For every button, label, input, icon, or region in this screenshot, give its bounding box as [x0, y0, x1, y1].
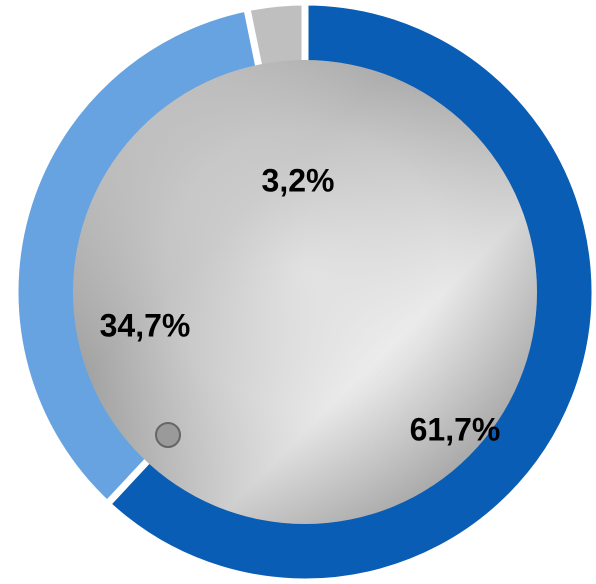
value-label: 3,2% [262, 162, 335, 198]
metal-sheen [73, 60, 537, 524]
knob-dot [155, 422, 181, 448]
value-label: 34,7% [100, 307, 191, 343]
value-label: 61,7% [410, 411, 501, 447]
